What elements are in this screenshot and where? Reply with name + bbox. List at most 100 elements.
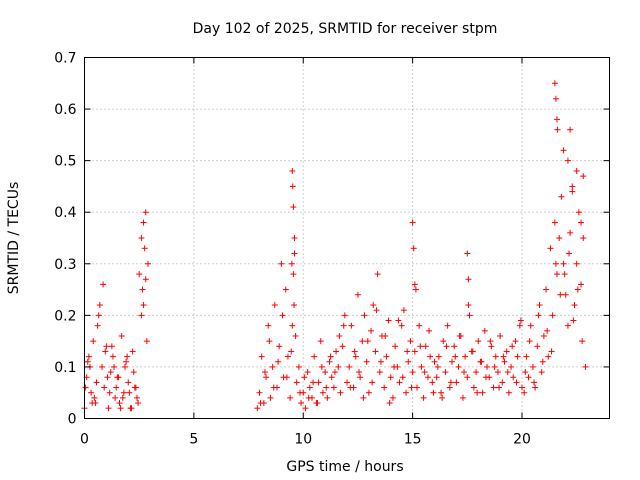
data-point [525,374,532,381]
data-point [370,302,377,309]
data-point [337,389,344,396]
data-point [469,348,476,355]
data-point [323,384,330,391]
data-point [104,374,111,381]
data-point [514,353,521,360]
data-point [100,281,107,288]
data-point [526,338,533,345]
data-point [348,322,355,329]
data-point [113,384,120,391]
data-point [290,271,297,278]
data-point [356,369,363,376]
data-point [519,384,525,391]
data-point [101,384,108,391]
data-point [376,369,383,376]
data-point [288,348,295,355]
y-tick-label: 0.7 [54,51,76,67]
data-point [446,384,453,391]
data-point [275,358,282,365]
data-point [291,302,298,309]
data-point [288,260,295,267]
data-point [119,394,126,401]
data-point [391,363,398,370]
data-point [368,327,375,334]
data-point [452,353,459,360]
data-point [276,343,283,350]
data-point [141,245,148,252]
data-point [361,312,368,319]
data-point [580,173,587,180]
data-point [291,250,298,257]
data-point [339,343,346,350]
data-point [453,379,460,386]
data-point [482,374,489,381]
data-point [136,271,143,278]
data-point [545,353,552,360]
data-point [461,369,468,376]
data-point [438,389,445,396]
data-point [116,400,123,407]
data-point [571,302,578,309]
data-point [89,400,96,407]
data-point [421,369,428,376]
data-point [417,343,424,350]
data-point [377,358,384,365]
axis-ticks: 0 0.1 0.2 0.3 0.4 0.5 0.6 0.7 0 5 10 15 20 [54,51,610,448]
data-point [465,302,472,309]
y-tick-label: 0.3 [54,257,76,273]
data-point [539,358,546,365]
data-point [508,363,515,370]
data-point [566,250,573,257]
data-point [556,235,563,241]
data-point [126,389,133,396]
data-point [499,379,506,386]
data-point [398,322,405,329]
data-point [330,384,337,391]
y-tick-label: 0.6 [54,102,76,118]
data-point [578,281,585,288]
data-point [115,374,122,381]
data-point [287,394,294,401]
x-axis-label: GPS time / hours [286,459,403,475]
data-point [451,343,458,350]
data-point [261,369,268,376]
data-point [475,338,482,345]
data-point [500,353,507,360]
data-point [516,322,523,329]
data-point [385,317,392,324]
data-point [289,322,296,329]
data-point [254,405,261,412]
data-point [372,348,379,355]
data-point [442,369,449,376]
data-point [509,343,516,350]
data-point [488,343,495,350]
y-tick-label: 0 [68,412,77,428]
data-point [265,322,272,329]
data-point [99,363,105,370]
data-point [121,363,128,370]
data-point [94,322,101,329]
data-point [111,363,118,370]
data-point [365,389,372,396]
data-point [481,327,488,334]
data-point [311,353,318,360]
data-point [501,358,508,365]
data-point [258,353,265,360]
data-point [573,260,580,267]
data-point [138,235,145,241]
data-point [535,312,542,319]
data-point [473,369,480,376]
data-point [403,389,410,396]
data-point [82,384,89,391]
data-point [490,384,497,391]
data-point [496,384,503,391]
data-point [400,307,407,314]
data-point [569,183,576,190]
data-point [373,307,380,314]
data-point [504,369,511,376]
data-point [551,219,558,226]
data-point [430,389,437,396]
data-point [386,400,393,407]
data-point [335,363,342,370]
x-tick-label: 5 [189,432,198,448]
